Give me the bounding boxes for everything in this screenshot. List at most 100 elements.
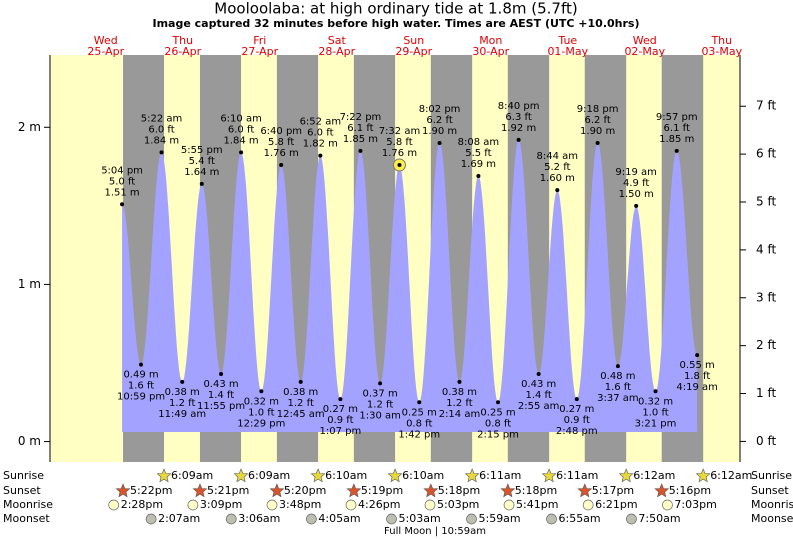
day-weekday: Mon bbox=[479, 34, 502, 47]
astro-time: 5:19pm bbox=[361, 484, 403, 497]
sunset-icon bbox=[192, 483, 208, 498]
tide-height-ft: 1.2 ft bbox=[169, 398, 195, 409]
y2-tick-label: 0 ft bbox=[756, 434, 776, 448]
tide-height-m: 1.76 m bbox=[382, 148, 417, 159]
day-weekday: Fri bbox=[253, 34, 266, 47]
moonset-icon bbox=[546, 513, 557, 525]
tide-point bbox=[674, 148, 679, 153]
tide-point bbox=[239, 150, 244, 155]
astro-time: 6:12am bbox=[633, 469, 675, 482]
tide-point bbox=[516, 137, 521, 142]
day-weekday: Wed bbox=[94, 34, 118, 47]
tide-height-m: 0.43 m bbox=[521, 379, 556, 390]
tide-height-m: 0.55 m bbox=[680, 360, 715, 371]
moon-phase-note: Full Moon | 10:59am bbox=[384, 526, 486, 537]
tide-time: 9:18 pm bbox=[577, 104, 619, 115]
moonrise-icon bbox=[266, 499, 278, 511]
tide-height-m: 1.60 m bbox=[540, 173, 575, 184]
tide-point bbox=[318, 153, 323, 158]
tide-height-m: 0.25 m bbox=[402, 407, 437, 418]
tide-height-m: 1.50 m bbox=[619, 189, 654, 200]
tide-height-ft: 6.1 ft bbox=[347, 123, 373, 134]
astro-time: 6:09am bbox=[248, 469, 290, 482]
tide-height-ft: 6.2 ft bbox=[584, 115, 610, 126]
day-weekday: Sat bbox=[328, 34, 347, 47]
tide-height-ft: 5.0 ft bbox=[109, 176, 135, 187]
chart-subtitle: Image captured 32 minutes before high wa… bbox=[152, 17, 639, 30]
moonrise-icon bbox=[582, 499, 594, 511]
tide-point bbox=[615, 364, 620, 369]
astro-row-label: Moonset bbox=[751, 512, 793, 525]
tide-height-ft: 0.9 ft bbox=[564, 415, 590, 426]
tide-time: 12:29 pm bbox=[237, 418, 285, 429]
astro-time: 7:50am bbox=[638, 512, 680, 525]
tide-height-ft: 0.8 ft bbox=[485, 418, 511, 429]
tide-time: 3:21 pm bbox=[635, 418, 677, 429]
tide-time: 1:30 am bbox=[359, 410, 401, 421]
tide-time: 8:08 am bbox=[458, 137, 500, 148]
day-weekday: Thu bbox=[171, 34, 193, 47]
tide-height-ft: 1.6 ft bbox=[128, 381, 154, 392]
moonset-icon bbox=[145, 513, 157, 525]
y2-tick-label: 6 ft bbox=[756, 147, 776, 161]
sunset-icon bbox=[269, 483, 285, 498]
tide-height-ft: 1.2 ft bbox=[367, 399, 393, 410]
tide-point bbox=[574, 397, 579, 402]
tide-point bbox=[279, 163, 284, 167]
tide-height-m: 1.92 m bbox=[501, 123, 536, 134]
moonrise-icon bbox=[187, 499, 199, 511]
tide-time: 2:48 pm bbox=[556, 426, 598, 437]
y-tick-label: 1 m bbox=[18, 277, 41, 291]
astro-time: 5:03pm bbox=[437, 498, 479, 511]
day-date: 28-Apr bbox=[318, 45, 355, 58]
sunrise-icon bbox=[310, 468, 326, 483]
tide-height-m: 0.38 m bbox=[442, 387, 477, 398]
tide-height-ft: 5.5 ft bbox=[465, 148, 491, 159]
tide-point bbox=[139, 362, 144, 367]
tide-height-ft: 1.2 ft bbox=[288, 398, 314, 409]
day-date: 03-May bbox=[701, 45, 742, 58]
sunset-icon bbox=[577, 483, 593, 498]
tide-height-m: 0.48 m bbox=[600, 371, 635, 382]
y2-tick-label: 1 ft bbox=[756, 386, 776, 400]
moonset-icon bbox=[466, 513, 477, 525]
astro-time: 5:22pm bbox=[130, 484, 172, 497]
tide-height-m: 1.51 m bbox=[104, 187, 139, 198]
tide-point bbox=[457, 379, 462, 384]
tide-point bbox=[219, 372, 224, 376]
moonset-icon bbox=[306, 513, 317, 525]
tide-time: 6:52 am bbox=[300, 117, 342, 128]
astro-row-label: Sunset bbox=[3, 484, 41, 497]
sunset-icon bbox=[346, 483, 362, 498]
tide-height-ft: 6.1 ft bbox=[664, 123, 690, 134]
tide-height-ft: 6.0 ft bbox=[307, 128, 333, 139]
sunrise-icon bbox=[541, 468, 557, 483]
y2-tick-label: 7 ft bbox=[756, 99, 776, 113]
tide-height-m: 1.76 m bbox=[264, 148, 299, 159]
tide-point bbox=[536, 372, 541, 376]
tide-height-ft: 0.8 ft bbox=[406, 418, 432, 429]
tide-height-ft: 5.8 ft bbox=[386, 137, 412, 148]
sunrise-icon bbox=[387, 468, 403, 483]
day-weekday: Sun bbox=[403, 34, 424, 47]
y2-tick-label: 2 ft bbox=[756, 338, 776, 352]
tide-time: 1:07 pm bbox=[320, 426, 362, 437]
tide-height-ft: 5.2 ft bbox=[544, 162, 570, 173]
tide-point bbox=[259, 389, 264, 394]
tide-point bbox=[338, 397, 343, 402]
tide-height-m: 0.25 m bbox=[480, 407, 515, 418]
sunset-icon bbox=[115, 483, 131, 498]
y-tick-label: 0 m bbox=[18, 434, 41, 448]
tide-height-ft: 0.9 ft bbox=[327, 415, 353, 426]
astro-time: 5:41pm bbox=[516, 498, 558, 511]
astro-time: 6:10am bbox=[325, 469, 367, 482]
tide-point bbox=[180, 379, 185, 384]
tide-point bbox=[437, 141, 442, 145]
tide-time: 12:45 am bbox=[277, 409, 325, 420]
tide-point bbox=[298, 379, 303, 384]
sunrise-icon bbox=[695, 468, 711, 483]
tide-height-ft: 6.0 ft bbox=[148, 124, 174, 135]
tide-time: 4:19 am bbox=[676, 382, 718, 393]
sunset-icon bbox=[500, 483, 516, 498]
